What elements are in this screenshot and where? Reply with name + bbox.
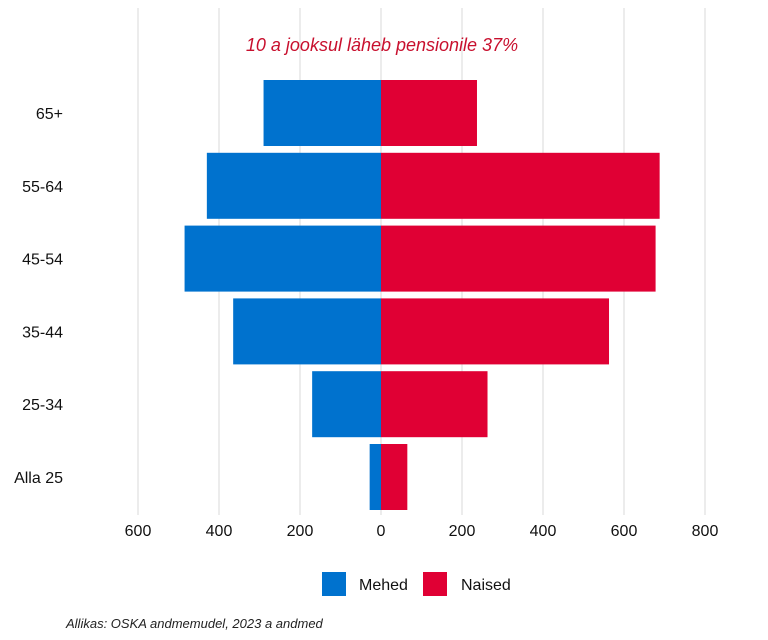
x-tick-label: 600 [611, 523, 638, 540]
bar-mehed-65+ [263, 80, 381, 146]
bar-naised-55-64 [381, 152, 660, 219]
bar-naised-alla-25 [381, 444, 408, 510]
x-tick-label: 200 [287, 523, 314, 540]
x-tick-label: 800 [692, 523, 719, 540]
y-axis-labels: Alla 25 25-34 35-44 45-54 55-64 65+ [14, 106, 63, 487]
bar-mehed-alla-25 [369, 444, 381, 510]
source-note: Allikas: OSKA andmemudel, 2023 a andmed [66, 616, 323, 631]
y-tick-label: 65+ [36, 106, 63, 123]
legend: Mehed Naised [322, 572, 511, 596]
legend-label-mehed: Mehed [359, 577, 408, 594]
x-tick-label: 400 [206, 523, 233, 540]
legend-swatch-mehed [322, 572, 346, 596]
x-tick-label: 0 [377, 523, 386, 540]
bar-mehed-45-54 [184, 225, 381, 292]
x-axis-labels: 600 400 200 0 200 400 600 800 [125, 523, 719, 540]
bar-naised-35-44 [381, 298, 610, 365]
y-tick-label: 25-34 [22, 397, 63, 414]
legend-label-naised: Naised [461, 577, 511, 594]
x-tick-label: 400 [530, 523, 557, 540]
chart-annotation: 10 a jooksul läheb pensionile 37% [246, 35, 518, 55]
legend-swatch-naised [423, 572, 447, 596]
bar-mehed-25-34 [312, 371, 381, 438]
bar-mehed-35-44 [233, 298, 381, 365]
y-tick-label: 45-54 [22, 252, 63, 269]
x-tick-label: 600 [125, 523, 152, 540]
x-tick-label: 200 [449, 523, 476, 540]
y-tick-label: 35-44 [22, 324, 63, 341]
bar-naised-45-54 [381, 225, 656, 292]
bar-naised-25-34 [381, 371, 488, 438]
bar-mehed-55-64 [206, 152, 381, 219]
bar-naised-65+ [381, 80, 477, 146]
y-tick-label: Alla 25 [14, 470, 63, 487]
bars [184, 80, 660, 510]
y-tick-label: 55-64 [22, 179, 63, 196]
